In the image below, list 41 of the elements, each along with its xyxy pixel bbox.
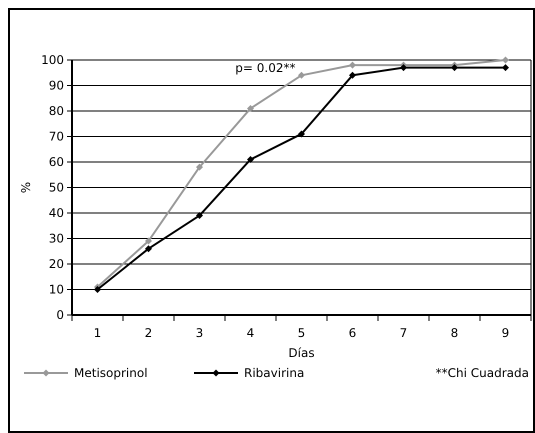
x-tick-label: 5 (298, 326, 306, 340)
y-tick-label: 90 (48, 78, 64, 93)
annotation: p= 0.02** (235, 61, 296, 75)
point (502, 64, 509, 72)
point (502, 56, 509, 64)
y-tick-label: 20 (48, 257, 64, 272)
y-tick-label: 10 (48, 282, 64, 297)
y-tick-label: 50 (48, 180, 64, 195)
x-tick-label: 6 (348, 326, 356, 340)
y-tick-label: 100 (41, 53, 64, 68)
point (196, 164, 203, 171)
x-tick-label: 7 (400, 326, 408, 340)
point (145, 238, 152, 245)
point (247, 156, 254, 163)
y-tick-label: 70 (48, 130, 64, 144)
x-tick-label: 8 (450, 326, 458, 340)
text: **Chi Cuadrada (436, 366, 529, 380)
point (145, 245, 152, 252)
point (298, 72, 305, 79)
legend-label: Metisoprinol (74, 366, 148, 380)
y-tick-label: 40 (48, 206, 64, 220)
legend-label: Ribavirina (244, 366, 304, 380)
point (298, 130, 305, 138)
x-tick-label: 4 (246, 326, 254, 340)
point (247, 104, 254, 112)
x-tick-label: 9 (502, 326, 510, 340)
point (196, 212, 203, 220)
y-tick-label: 0 (56, 308, 64, 322)
x-tick-label: 2 (144, 326, 152, 340)
point (349, 72, 356, 79)
y-tick-label: 30 (48, 232, 64, 246)
x-axis-title: Días (288, 346, 315, 360)
y-tick-label: 80 (48, 104, 64, 118)
y-axis-title: % (19, 182, 33, 194)
y-tick-label: 60 (48, 155, 64, 170)
x-tick-label: 3 (196, 326, 204, 340)
point (451, 64, 458, 72)
point (94, 286, 101, 293)
x-tick-label: 1 (94, 326, 102, 340)
point (400, 64, 407, 72)
point (349, 62, 356, 69)
